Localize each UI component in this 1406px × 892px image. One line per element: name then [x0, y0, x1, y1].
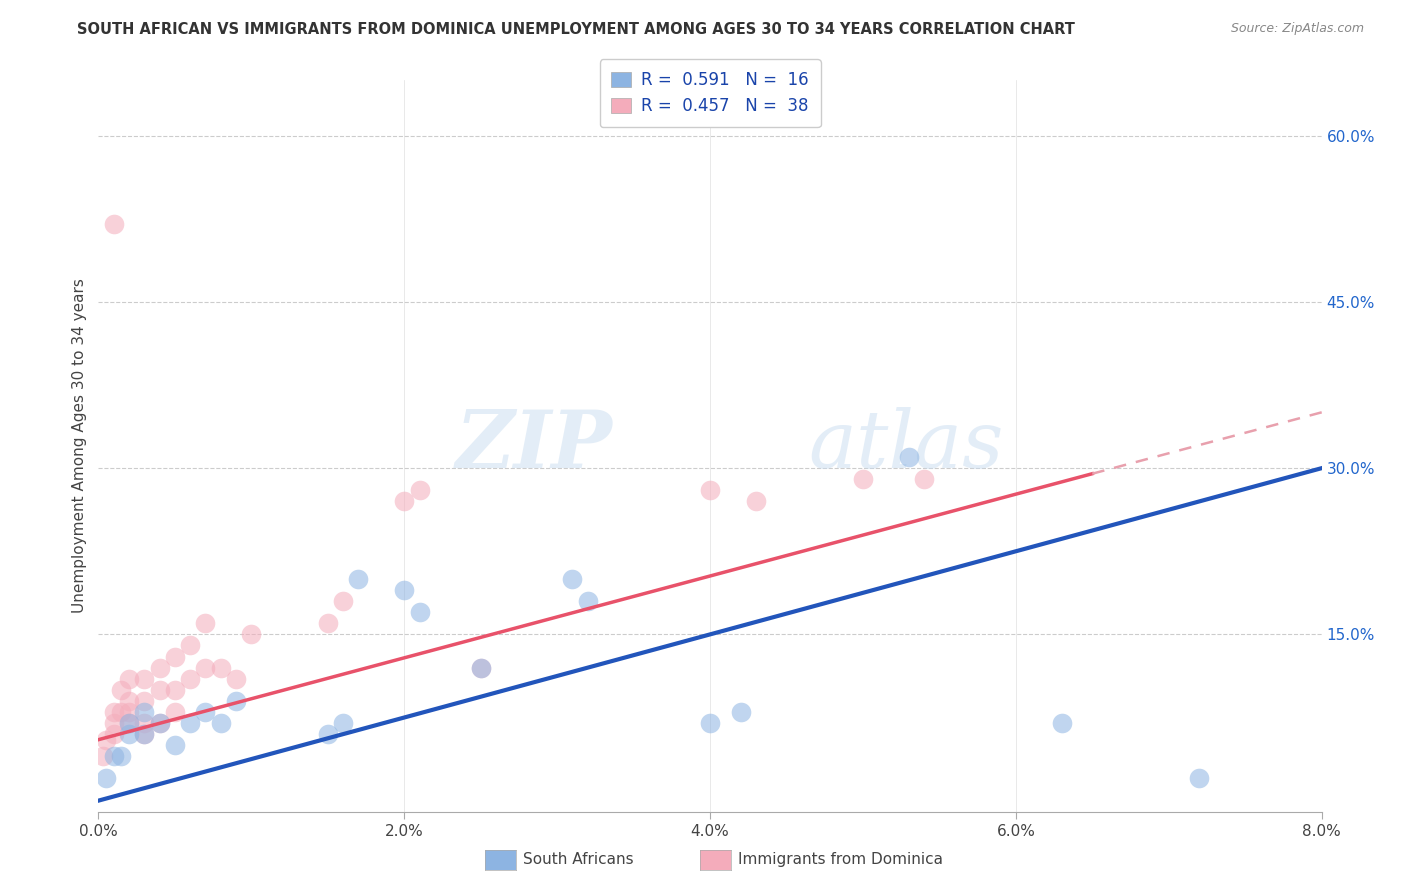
Y-axis label: Unemployment Among Ages 30 to 34 years: Unemployment Among Ages 30 to 34 years — [72, 278, 87, 614]
Point — [209, 716, 232, 731]
Point — [149, 716, 172, 731]
Point — [392, 583, 416, 598]
Point — [103, 705, 125, 719]
Point — [118, 672, 141, 686]
Point — [576, 594, 599, 608]
Point — [134, 705, 156, 719]
Legend: R =  0.591   N =  16, R =  0.457   N =  38: R = 0.591 N = 16, R = 0.457 N = 38 — [599, 60, 821, 127]
Point — [163, 705, 186, 719]
Point — [392, 494, 416, 508]
Point — [179, 716, 201, 731]
Point — [149, 660, 172, 674]
Point — [110, 749, 132, 764]
Point — [332, 594, 354, 608]
Point — [408, 483, 430, 498]
Text: ZIP: ZIP — [456, 408, 612, 484]
Point — [209, 660, 232, 674]
Point — [94, 732, 117, 747]
Point — [1050, 716, 1073, 731]
Point — [103, 727, 125, 741]
Point — [347, 572, 370, 586]
Point — [852, 472, 875, 486]
Point — [194, 660, 217, 674]
Point — [470, 660, 492, 674]
Point — [225, 672, 247, 686]
Point — [730, 705, 752, 719]
Point — [316, 616, 339, 631]
Text: Immigrants from Dominica: Immigrants from Dominica — [738, 853, 943, 867]
Point — [118, 716, 141, 731]
Point — [194, 616, 217, 631]
Point — [470, 660, 492, 674]
Point — [134, 727, 156, 741]
Point — [745, 494, 768, 508]
Point — [1188, 772, 1211, 786]
Point — [134, 672, 156, 686]
Point — [110, 705, 132, 719]
Point — [408, 605, 430, 619]
Point — [134, 727, 156, 741]
Point — [110, 682, 132, 697]
Point — [94, 772, 117, 786]
Point — [179, 639, 201, 653]
Point — [897, 450, 920, 464]
Text: atlas: atlas — [808, 408, 1004, 484]
Point — [561, 572, 583, 586]
Point — [118, 694, 141, 708]
Point — [194, 705, 217, 719]
Point — [225, 694, 247, 708]
Point — [118, 705, 141, 719]
Point — [149, 682, 172, 697]
Point — [134, 716, 156, 731]
Point — [149, 716, 172, 731]
Point — [91, 749, 114, 764]
Point — [163, 649, 186, 664]
Point — [699, 716, 721, 731]
Point — [912, 472, 935, 486]
Point — [134, 694, 156, 708]
Text: South Africans: South Africans — [523, 853, 634, 867]
Point — [103, 716, 125, 731]
Point — [118, 716, 141, 731]
Point — [316, 727, 339, 741]
Point — [240, 627, 263, 641]
Point — [163, 682, 186, 697]
Point — [103, 749, 125, 764]
Point — [118, 727, 141, 741]
Text: Source: ZipAtlas.com: Source: ZipAtlas.com — [1230, 22, 1364, 36]
Point — [332, 716, 354, 731]
Point — [699, 483, 721, 498]
Point — [163, 738, 186, 752]
Point — [179, 672, 201, 686]
Point — [103, 218, 125, 232]
Text: SOUTH AFRICAN VS IMMIGRANTS FROM DOMINICA UNEMPLOYMENT AMONG AGES 30 TO 34 YEARS: SOUTH AFRICAN VS IMMIGRANTS FROM DOMINIC… — [77, 22, 1076, 37]
